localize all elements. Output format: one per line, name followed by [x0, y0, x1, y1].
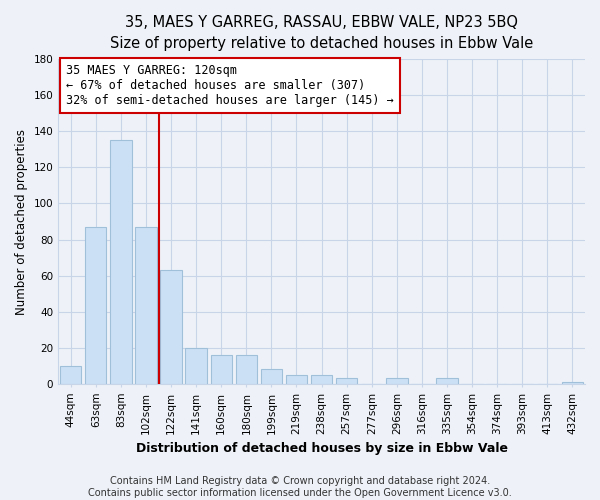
- Text: 35 MAES Y GARREG: 120sqm
← 67% of detached houses are smaller (307)
32% of semi-: 35 MAES Y GARREG: 120sqm ← 67% of detach…: [66, 64, 394, 107]
- Bar: [261, 370, 282, 384]
- Bar: [60, 366, 82, 384]
- Bar: [185, 348, 207, 384]
- Bar: [386, 378, 407, 384]
- Title: 35, MAES Y GARREG, RASSAU, EBBW VALE, NP23 5BQ
Size of property relative to deta: 35, MAES Y GARREG, RASSAU, EBBW VALE, NP…: [110, 15, 533, 51]
- Bar: [85, 227, 106, 384]
- Bar: [110, 140, 131, 384]
- Bar: [160, 270, 182, 384]
- Bar: [336, 378, 358, 384]
- Bar: [211, 355, 232, 384]
- Bar: [236, 355, 257, 384]
- Bar: [311, 375, 332, 384]
- X-axis label: Distribution of detached houses by size in Ebbw Vale: Distribution of detached houses by size …: [136, 442, 508, 455]
- Bar: [436, 378, 458, 384]
- Bar: [562, 382, 583, 384]
- Y-axis label: Number of detached properties: Number of detached properties: [15, 128, 28, 314]
- Bar: [286, 375, 307, 384]
- Text: Contains HM Land Registry data © Crown copyright and database right 2024.
Contai: Contains HM Land Registry data © Crown c…: [88, 476, 512, 498]
- Bar: [136, 227, 157, 384]
